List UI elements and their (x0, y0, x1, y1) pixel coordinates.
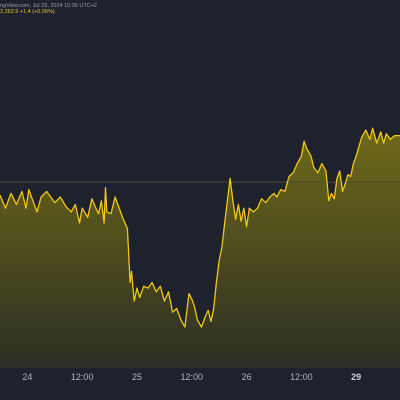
x-tick-label-3: 12:00 (181, 372, 204, 382)
x-tick-label-0: 24 (22, 372, 32, 382)
x-tick-label-6: 29 (351, 372, 361, 382)
x-tick-label-2: 25 (132, 372, 142, 382)
x-tick-label-5: 12:00 (290, 372, 313, 382)
series-line (0, 127, 400, 328)
x-tick-label-1: 12:00 (71, 372, 94, 382)
price-quote: 2,262.9 +1.4 (+0.06%) (0, 9, 55, 15)
chart-header: ngView.com, Jul 29, 2024 15:36 UTC+2 2,2… (0, 3, 400, 15)
series-area-fill (0, 128, 400, 368)
source-caption: ngView.com, Jul 29, 2024 15:36 UTC+2 (0, 3, 97, 9)
x-tick-label-4: 26 (242, 372, 252, 382)
